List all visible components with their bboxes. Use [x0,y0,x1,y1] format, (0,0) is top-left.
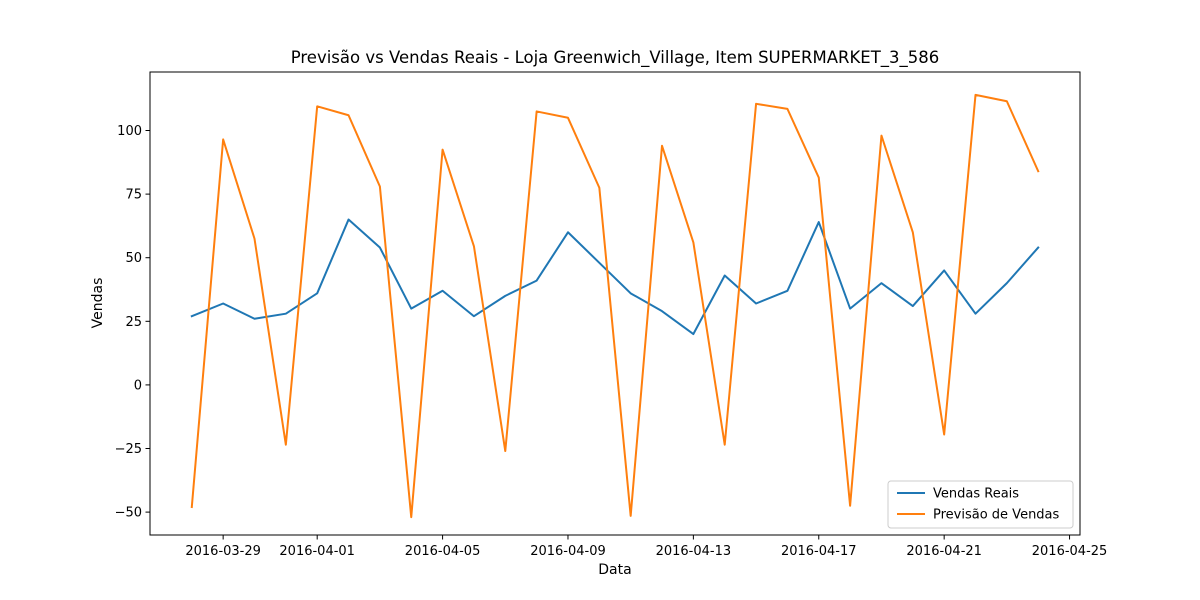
x-tick-label: 2016-04-25 [1032,544,1108,559]
series-line-2 [190,93,1040,519]
x-tick-label: 2016-04-05 [405,544,481,559]
legend-label: Previsão de Vendas [933,508,1060,523]
x-tick-label: 2016-03-29 [185,544,261,559]
series-line-1 [190,218,1040,336]
chart-title: Previsão vs Vendas Reais - Loja Greenwic… [291,48,940,68]
y-tick-label: 0 [134,378,142,393]
x-tick-label: 2016-04-21 [906,544,982,559]
legend-box [887,480,1074,529]
y-tick-label: −25 [115,442,142,457]
y-tick-label: 100 [117,124,142,139]
y-tick-label: 25 [125,315,142,330]
y-tick-label: 75 [125,188,142,203]
x-tick-label: 2016-04-13 [656,544,732,559]
legend: Vendas Reais Previsão de Vendas [887,480,1074,529]
legend-label: Vendas Reais [933,487,1019,502]
y-tick-label: 50 [125,251,142,266]
x-axis-label: Data [598,562,631,578]
x-tick-label: 2016-04-09 [530,544,606,559]
plot-area: 2016-03-29 2016-04-01 2016-04-05 2016-04-09… [115,71,1108,559]
x-tick-label: 2016-04-17 [781,544,857,559]
y-tick-label: −50 [115,506,142,521]
plot-frame [149,71,1081,536]
x-tick-label: 2016-04-01 [279,544,355,559]
y-axis-label: Vendas [90,278,106,329]
